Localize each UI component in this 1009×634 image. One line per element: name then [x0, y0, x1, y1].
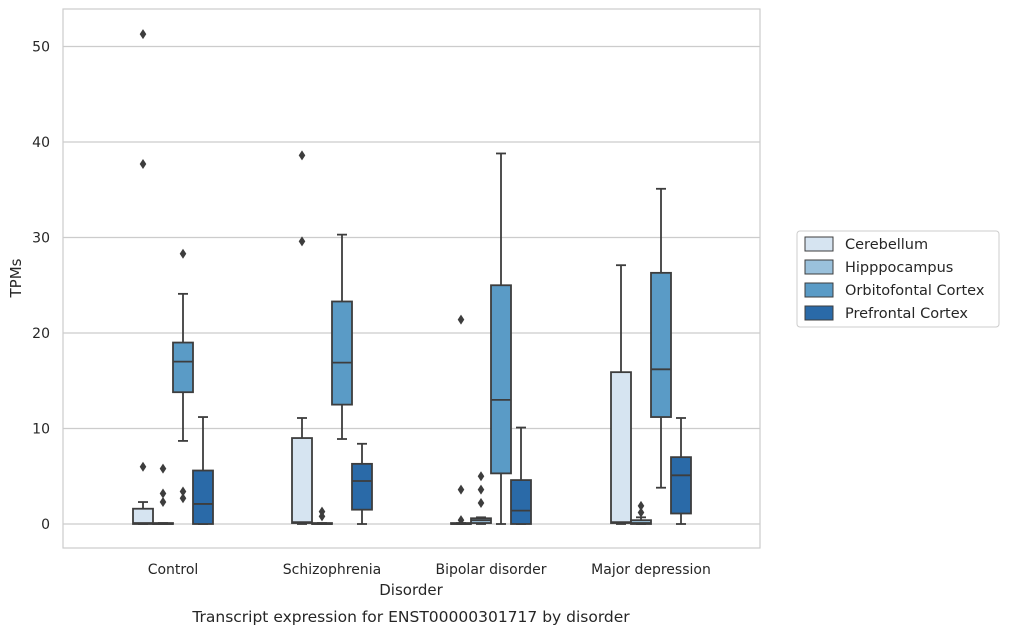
legend-label: Prefrontal Cortex [845, 306, 968, 322]
y-tick-label: 10 [32, 422, 50, 438]
legend: Cerebellum Hipppocampus Orbitofontal Corte… [796, 230, 1000, 328]
x-axis-label: Disorder [379, 581, 443, 599]
outlier-point [179, 493, 187, 504]
box-iqr [490, 284, 512, 475]
box-iqr [351, 462, 373, 511]
box-orbitofontal-cortex-1 [331, 233, 353, 440]
box-iqr [670, 456, 692, 515]
x-tick-label: Major depression [591, 562, 711, 578]
box-cerebellum-0 [132, 29, 154, 525]
box-iqr [630, 519, 652, 525]
outlier-point [159, 463, 167, 474]
legend-swatch-cerebellum [804, 236, 834, 252]
y-tick-labels: 0 10 20 30 40 50 [32, 40, 50, 534]
y-tick-label: 50 [32, 40, 50, 56]
outlier-point [159, 497, 167, 508]
y-tick-label: 0 [41, 517, 50, 533]
box-iqr [192, 469, 214, 525]
box-prefrontal-cortex-3 [670, 417, 692, 525]
outlier-point [477, 497, 485, 508]
box-orbitofontal-cortex-2 [490, 152, 512, 525]
figure-caption: Transcript expression for ENST0000030171… [191, 608, 630, 626]
outlier-point [457, 484, 465, 495]
box-cerebellum-2 [450, 314, 472, 526]
box-cerebellum-3 [610, 264, 632, 525]
y-tick-label: 40 [32, 135, 50, 151]
box-iqr [132, 507, 154, 525]
box-cerebellum-1 [291, 150, 313, 525]
box-hipppocampus-1 [311, 506, 333, 525]
outlier-point [139, 29, 147, 40]
legend-label: Hipppocampus [845, 260, 953, 276]
legend-frame [796, 230, 1000, 328]
legend-swatch-prefrontal-cortex [804, 305, 834, 321]
box-hipppocampus-3 [630, 500, 652, 525]
box-iqr [331, 300, 353, 406]
outlier-point [477, 471, 485, 482]
outlier-point [139, 158, 147, 169]
x-tick-label: Schizophrenia [283, 562, 381, 578]
outlier-point [637, 507, 645, 518]
box-orbitofontal-cortex-0 [172, 248, 194, 504]
plot-frame [62, 8, 761, 549]
y-tick-label: 20 [32, 326, 50, 342]
y-tick-label: 30 [32, 231, 50, 247]
legend-swatch-orbitofontal-cortex [804, 282, 834, 298]
legend-label: Orbitofontal Cortex [845, 283, 985, 299]
box-orbitofontal-cortex-3 [650, 187, 672, 489]
outlier-point [457, 515, 465, 526]
box-hipppocampus-2 [470, 471, 492, 525]
outlier-point [179, 486, 187, 497]
box-prefrontal-cortex-0 [192, 416, 214, 525]
x-tick-label: Bipolar disorder [435, 562, 546, 578]
outlier-point [477, 484, 485, 495]
box-iqr [291, 437, 313, 524]
box-hipppocampus-0 [152, 463, 174, 525]
y-axis-label: TPMs [7, 258, 25, 298]
box-prefrontal-cortex-1 [351, 442, 373, 525]
outlier-point [457, 314, 465, 325]
x-tick-labels: Control Schizophrenia Bipolar disorder Majo… [148, 562, 711, 578]
outlier-point [298, 150, 306, 161]
legend-label: Cerebellum [845, 237, 928, 253]
x-tick-label: Control [148, 562, 199, 578]
outlier-point [179, 248, 187, 259]
outlier-point [298, 236, 306, 247]
outlier-point [159, 488, 167, 499]
outlier-point [637, 500, 645, 511]
outlier-point [139, 461, 147, 472]
box-iqr [650, 271, 672, 418]
box-prefrontal-cortex-2 [510, 426, 532, 525]
box-iqr [610, 371, 632, 524]
outlier-point [318, 506, 326, 517]
legend-swatch-hipppocampus [804, 259, 834, 275]
box-iqr [510, 479, 532, 525]
boxes-layer [132, 29, 692, 526]
box-iqr [172, 341, 194, 394]
